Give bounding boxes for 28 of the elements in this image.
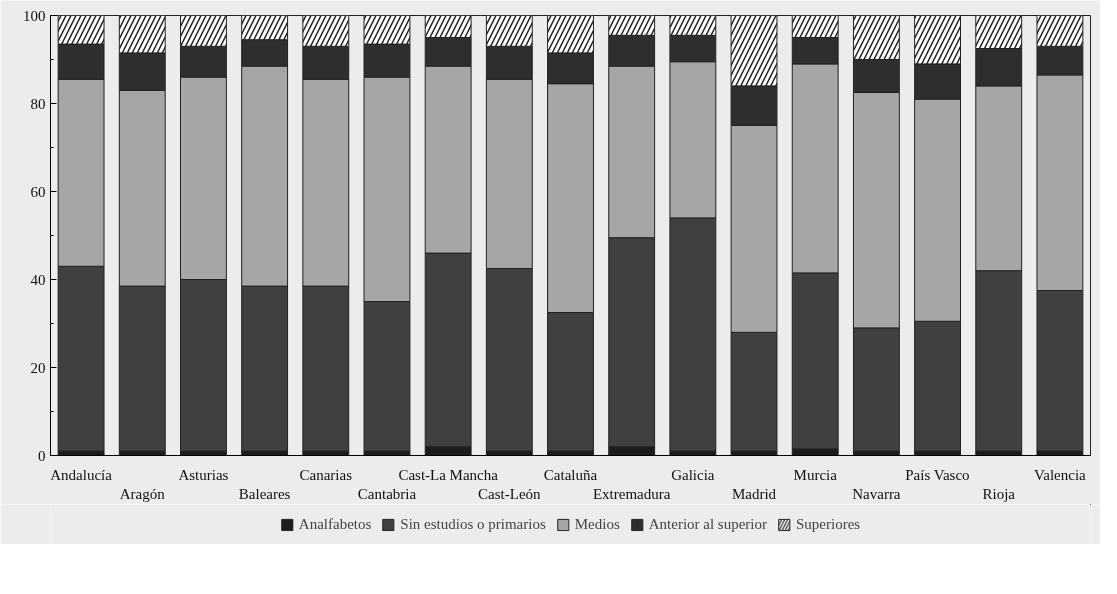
y-tick-label: 20 — [30, 359, 46, 376]
x-tick-label: Murcia — [793, 466, 838, 483]
x-tick-label: Cantabria — [357, 485, 417, 502]
x-tick-label: Baleares — [238, 485, 291, 502]
y-tick-label: 0 — [38, 447, 46, 464]
x-tick-label: Canarias — [299, 466, 353, 483]
x-tick-label: Rioja — [982, 485, 1016, 502]
x-tick-label: Madrid — [731, 485, 777, 502]
x-tick-label: Asturias — [178, 466, 229, 483]
x-tick-label: Cataluña — [543, 466, 598, 483]
legend-label: Sin estudios o primarios — [400, 515, 546, 533]
x-tick-label: Andalucía — [50, 466, 113, 483]
x-tick-label: Extremadura — [592, 485, 671, 502]
y-tick-label: 80 — [30, 95, 46, 112]
y-tick-label: 60 — [30, 183, 46, 200]
legend-label: Analfabetos — [298, 515, 372, 533]
x-tick-label: Valencia — [1034, 466, 1087, 483]
y-tick-label: 100 — [23, 7, 46, 24]
y-tick-label: 40 — [30, 271, 46, 288]
x-tick-label: País Vasco — [905, 466, 970, 483]
x-tick-label: Cast-León — [478, 485, 542, 502]
x-tick-label: Galicia — [671, 466, 715, 483]
x-tick-label: Cast-La Mancha — [398, 466, 499, 483]
legend-label: Superiores — [796, 515, 861, 533]
x-tick-label: Aragón — [119, 485, 166, 502]
x-tick-label: Navarra — [852, 485, 901, 502]
legend-label: Anterior al superior — [648, 515, 768, 533]
legend-label: Medios — [574, 515, 620, 533]
